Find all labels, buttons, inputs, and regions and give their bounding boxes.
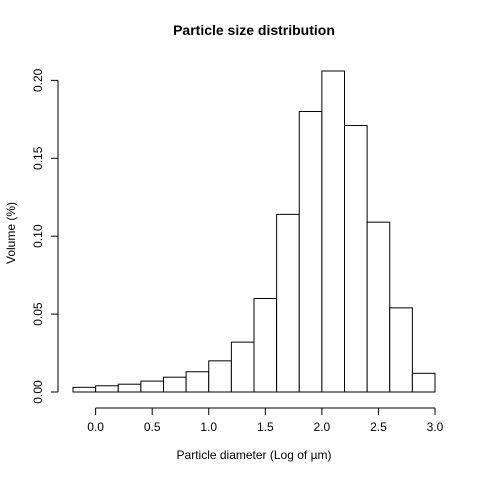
- histogram-bar: [253, 298, 278, 393]
- x-tick-label: 0.5: [144, 420, 161, 434]
- histogram-bar: [117, 383, 142, 393]
- histogram-bar: [185, 371, 210, 393]
- histogram-bar: [321, 70, 345, 393]
- y-tick-label: 0.15: [31, 146, 45, 170]
- y-tick-label: 0.05: [31, 302, 45, 326]
- histogram-bar: [230, 341, 255, 393]
- chart-title: Particle size distribution: [173, 22, 335, 38]
- histogram-bar: [95, 385, 119, 393]
- histogram-bar: [163, 376, 187, 393]
- x-axis-label: Particle diameter (Log of µm): [177, 448, 332, 462]
- histogram-bar: [411, 372, 436, 393]
- bars-group: [72, 70, 436, 393]
- y-axis: 0.00 0.05 0.10 0.15 0.20: [31, 68, 59, 404]
- y-axis-label: Volume (%): [4, 202, 18, 264]
- x-tick-label: 2.5: [370, 420, 387, 434]
- x-axis: 0.0 0.5 1.0 1.5 2.0 2.5 3.0: [87, 407, 444, 434]
- histogram-bar: [140, 380, 164, 393]
- y-tick-label: 0.10: [31, 224, 45, 248]
- y-tick-label: 0.20: [31, 68, 45, 92]
- x-tick-label: 0.0: [87, 420, 104, 434]
- x-tick-label: 1.0: [200, 420, 217, 434]
- histogram-bar: [298, 111, 323, 393]
- histogram-bar: [276, 213, 300, 393]
- histogram-bar: [389, 307, 413, 393]
- histogram-bar: [208, 360, 232, 393]
- y-tick-label: 0.00: [31, 380, 45, 404]
- x-tick-label: 1.5: [257, 420, 274, 434]
- histogram-bar: [344, 125, 368, 393]
- x-tick-label: 2.0: [314, 420, 331, 434]
- histogram-bar: [366, 221, 391, 393]
- x-tick-label: 3.0: [427, 420, 444, 434]
- histogram-bar: [72, 386, 97, 393]
